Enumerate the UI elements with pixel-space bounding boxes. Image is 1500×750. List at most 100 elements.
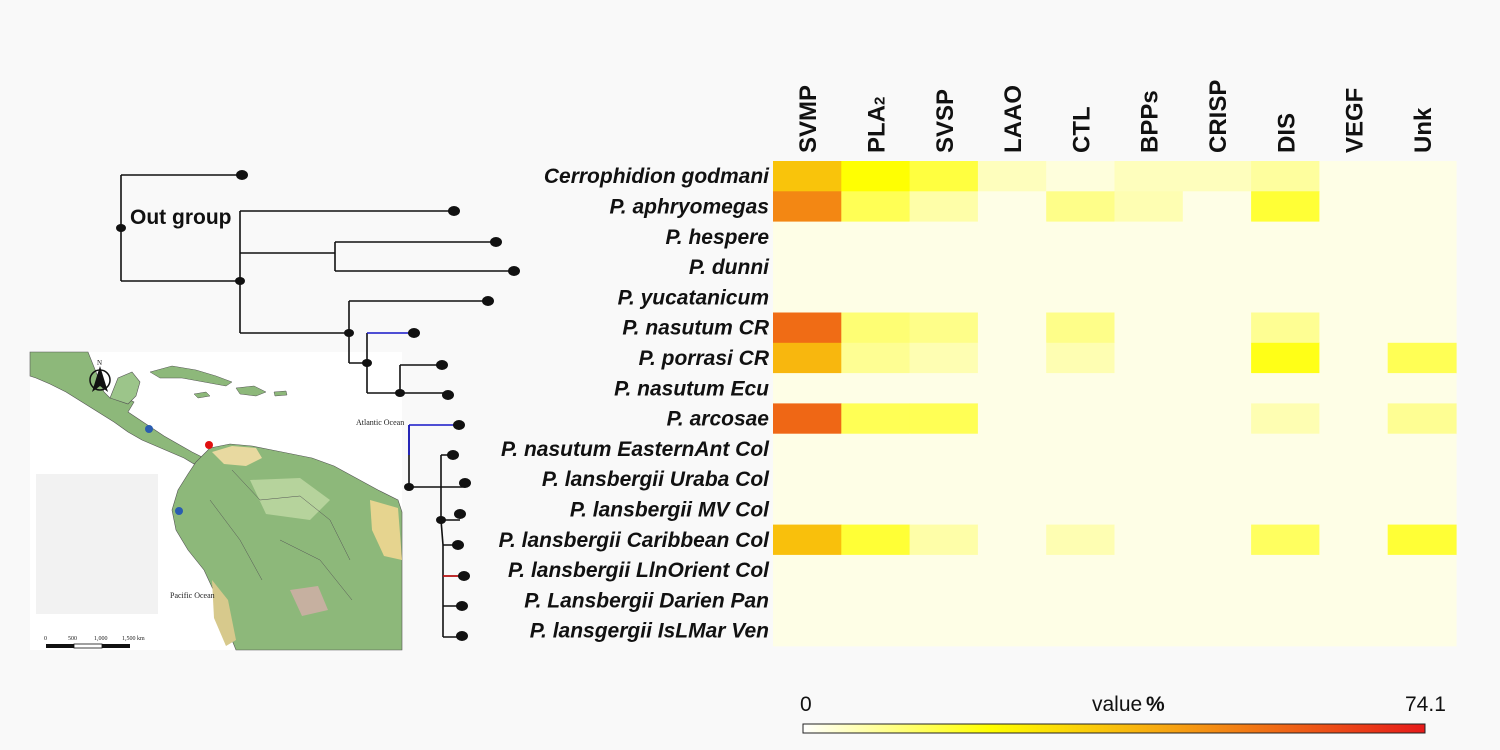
map-scale-tick-3: 1,500 km (122, 636, 145, 642)
heatmap-cell (909, 191, 979, 223)
heatmap-cell (977, 221, 1047, 253)
map-land-yucatan (109, 371, 141, 405)
heatmap-cell (1114, 373, 1184, 404)
heatmap-cell (1387, 464, 1457, 495)
heatmap-cell (1114, 554, 1184, 586)
heatmap-cell (909, 403, 979, 435)
heatmap-cell (841, 433, 911, 465)
map-land-cuba (149, 365, 233, 387)
heatmap-cell (1114, 342, 1184, 374)
heatmap-cell (909, 494, 979, 526)
heatmap-cell (773, 615, 842, 647)
tip-node-mv (454, 509, 466, 519)
heatmap-cell (841, 585, 911, 617)
map-dry-south (290, 586, 328, 616)
heatmap-cell (1319, 373, 1389, 404)
colorbar-unit: % (1146, 693, 1165, 716)
colorbar-legend: 0 value % 74.1 (800, 693, 1446, 734)
colorbar-max-label: 74.1 (1405, 693, 1446, 716)
heatmap-cell (1046, 494, 1116, 526)
heatmap-cell (1046, 554, 1116, 586)
column-label: SVMP (795, 85, 822, 153)
map-point-central-america (145, 425, 153, 433)
heatmap-cell (977, 161, 1047, 192)
heatmap-cell (977, 373, 1047, 404)
map-land-hispaniola (235, 385, 267, 397)
heatmap-cell (1114, 524, 1184, 556)
row-label: P. dunni (689, 256, 770, 279)
heatmap-cell (1046, 221, 1116, 253)
map-inset-box (36, 474, 158, 614)
tip-node-porrasi (436, 360, 448, 370)
column-label: PLA2 (863, 97, 890, 153)
heatmap-cell (1319, 464, 1389, 495)
heatmap-cell (1046, 464, 1116, 495)
row-label: P. arcosae (667, 408, 770, 431)
heatmap-cell (1251, 403, 1320, 435)
column-label: LAAO (1000, 85, 1027, 153)
heatmap-cell (909, 221, 979, 253)
heatmap-cell (841, 615, 911, 647)
heatmap-cell (1046, 524, 1116, 556)
heatmap-cell (1114, 615, 1184, 647)
heatmap-cell (1387, 585, 1457, 617)
heatmap-cell (977, 403, 1047, 435)
map-dry-north (212, 446, 262, 466)
heatmap-cell (1182, 342, 1252, 374)
tip-node-godmani (236, 170, 248, 180)
heatmap-cell (1114, 433, 1184, 465)
map-borders (209, 469, 353, 601)
colorbar (802, 723, 1426, 734)
heatmap-cell (1182, 403, 1252, 435)
column-label: SVSP (932, 89, 959, 153)
tip-node-islmar (456, 631, 468, 641)
heatmap-cell (1319, 524, 1389, 556)
heatmap-cell (1046, 433, 1116, 465)
row-label: P. hespere (665, 226, 769, 249)
heatmap-cell (773, 433, 842, 465)
heatmap-cell (909, 342, 979, 374)
tip-node-hespere (490, 237, 502, 247)
map-atlantic-label: Atlantic Ocean (356, 418, 404, 427)
heatmap-cell (1251, 342, 1320, 374)
heatmap-cell (977, 191, 1047, 223)
heatmap-cell (773, 494, 842, 526)
heatmap-cell (1114, 494, 1184, 526)
heatmap-cell (1319, 191, 1389, 223)
heatmap-cell (773, 585, 842, 617)
heatmap-cell (1251, 585, 1320, 617)
heatmap-cell (1046, 191, 1116, 223)
heatmap-cell (977, 585, 1047, 617)
tip-node-uraba (459, 478, 471, 488)
heatmap-cell (977, 494, 1047, 526)
heatmap-cell (773, 403, 842, 435)
heatmap-cell (1114, 251, 1184, 283)
heatmap-cell (1319, 282, 1389, 314)
heatmap-cell (1182, 312, 1252, 344)
heatmap-cell (773, 373, 842, 404)
heatmap-cell (1046, 373, 1116, 404)
heatmap-cell (977, 251, 1047, 283)
heatmap-cell (977, 282, 1047, 314)
heatmap-cell (909, 524, 979, 556)
heatmap-cell (1046, 585, 1116, 617)
row-label: Cerrophidion godmani (544, 165, 770, 188)
map-land-jamaica (193, 391, 211, 399)
heatmap-cell (841, 282, 911, 314)
heatmap-cell (1182, 585, 1252, 617)
heatmap-cell (1319, 161, 1389, 192)
heatmap-cell (1387, 494, 1457, 526)
heatmap-cell (1319, 585, 1389, 617)
heatmap-cell (841, 312, 911, 344)
heatmap-cell (773, 251, 842, 283)
row-label: P. nasutum EasternAnt Col (501, 438, 770, 461)
row-label: P. lansgergii IsLMar Ven (530, 620, 769, 643)
heatmap-cell (1046, 282, 1116, 314)
heatmap-cell (1251, 554, 1320, 586)
tip-node-yucatanicum (482, 296, 494, 306)
heatmap-cell (841, 524, 911, 556)
colorbar-title: value (1092, 693, 1142, 716)
heatmap-cell (1251, 161, 1320, 192)
row-label: P. Lansbergii Darien Pan (524, 589, 769, 612)
tree-branch-blue-2 (408, 424, 459, 455)
